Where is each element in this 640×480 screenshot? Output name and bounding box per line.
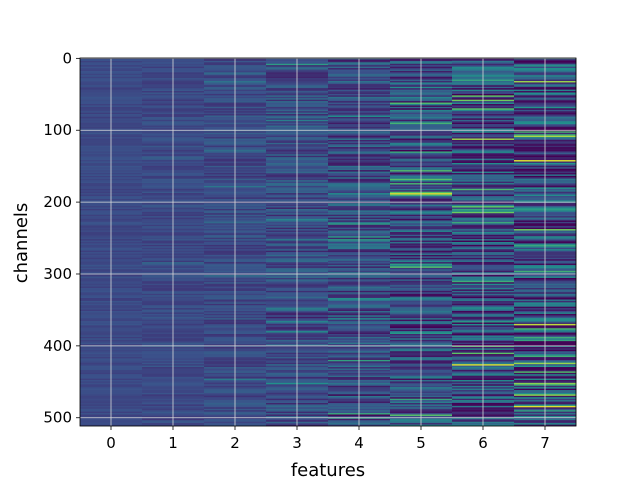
plot-frame: [79, 57, 577, 427]
x-tick-label: 3: [292, 434, 302, 452]
x-axis-label: features: [291, 460, 365, 480]
x-axis-ticks: 0 1 2 3 4 5 6 7: [106, 426, 550, 452]
y-tick-label: 500: [43, 409, 72, 427]
x-tick-label: 6: [478, 434, 488, 452]
y-axis-label: channels: [11, 203, 32, 284]
x-tick-label: 1: [168, 434, 178, 452]
x-tick-label: 4: [354, 434, 364, 452]
y-tick-label: 300: [43, 265, 72, 283]
y-tick-label: 0: [62, 49, 72, 67]
y-tick-label: 200: [43, 193, 72, 211]
y-tick-label: 100: [43, 121, 72, 139]
heatmap-cells: [80, 58, 577, 427]
x-tick-label: 2: [230, 434, 240, 452]
x-tick-label: 0: [106, 434, 116, 452]
y-axis-ticks: 0 100 200 300 400 500: [43, 49, 80, 427]
y-tick-label: 400: [43, 337, 72, 355]
x-tick-label: 7: [540, 434, 550, 452]
x-tick-label: 5: [416, 434, 426, 452]
